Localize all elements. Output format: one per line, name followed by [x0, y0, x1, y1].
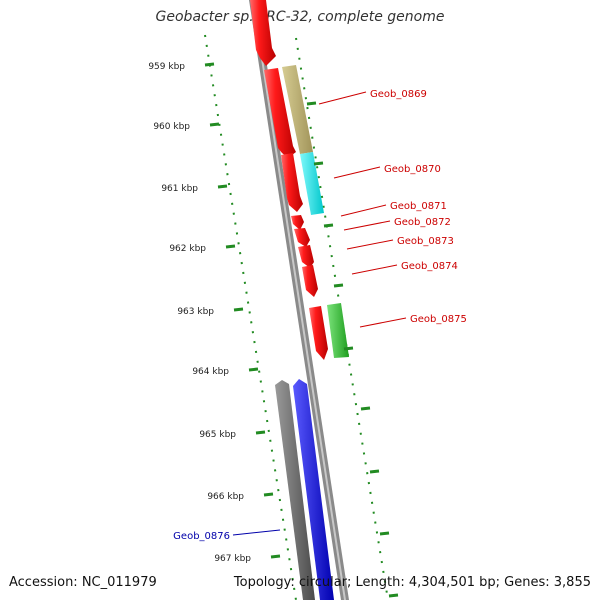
gene-label-geob-0876[interactable]: Geob_0876 — [173, 531, 230, 542]
gene-label-leader — [343, 220, 391, 231]
kbp-tick-mark-right — [313, 161, 324, 166]
kbp-tick-label: 964 kbp — [192, 367, 229, 377]
gene-labels: Geob_0869 Geob_0870 Geob_0871 Geob_0872 Geob… — [173, 89, 467, 542]
gene-label-leader — [318, 91, 367, 105]
gene-arrow-geob-0875[interactable] — [309, 306, 328, 360]
kbp-tick-mark — [217, 184, 228, 189]
gene-label-geob-0875[interactable]: Geob_0875 — [410, 314, 467, 325]
kbp-tick-label: 959 kbp — [148, 62, 185, 72]
gene-block-tan[interactable] — [282, 65, 313, 154]
kbp-tick-label: 963 kbp — [177, 307, 214, 317]
gene-label-leader — [333, 166, 381, 179]
gene-label-geob-0874[interactable]: Geob_0874 — [401, 261, 458, 272]
kbp-tick-label: 965 kbp — [199, 430, 236, 440]
kbp-tick-mark — [204, 62, 215, 67]
gene-arrow-top[interactable] — [250, 0, 276, 66]
kbp-tick-mark-right — [333, 283, 344, 288]
kbp-tick-mark — [248, 367, 259, 372]
kbp-tick-label: 962 kbp — [169, 244, 206, 254]
kbp-tick-mark-right — [323, 223, 334, 228]
gene-label-leader — [351, 264, 398, 275]
kbp-tick-mark-right — [388, 593, 399, 598]
gene-label-leader — [346, 239, 394, 250]
forward-strand-genes — [250, 0, 328, 360]
kbp-tick-mark — [263, 492, 274, 497]
kbp-tick-mark-right — [343, 346, 354, 351]
gene-block-gray[interactable] — [275, 380, 315, 600]
genome-title: Geobacter sp. FRC-32, complete genome — [155, 9, 445, 25]
gene-label-leader — [359, 317, 407, 328]
genome-stats-label: Topology: circular; Length: 4,304,501 bp… — [233, 575, 591, 590]
kbp-tick-label: 967 kbp — [214, 554, 251, 564]
gene-label-geob-0871[interactable]: Geob_0871 — [390, 201, 447, 212]
gene-arrow-geob-0874[interactable] — [302, 265, 318, 297]
kbp-tick-mark-right — [369, 469, 380, 474]
kbp-tick-label: 961 kbp — [161, 184, 198, 194]
kbp-tick-mark-right — [360, 406, 371, 411]
genome-backbone-highlight — [252, 0, 346, 600]
kbp-tick-mark — [225, 244, 236, 249]
gene-block-green[interactable] — [327, 303, 349, 358]
kbp-tick-mark — [270, 554, 281, 559]
kbp-tick-mark-right — [306, 101, 317, 106]
kbp-tick-label: 960 kbp — [153, 122, 190, 132]
kbp-tick-label: 966 kbp — [207, 492, 244, 502]
gene-label-leader — [232, 529, 281, 536]
gene-arrow-geob-0870[interactable] — [281, 153, 303, 212]
kbp-ticks: 959 kbp 960 kbp 961 kbp 962 kbp 963 kbp 964 k… — [148, 62, 399, 598]
gene-block-blue[interactable] — [293, 379, 334, 600]
kbp-tick-mark-right — [379, 531, 390, 536]
gene-arrow-geob-0869[interactable] — [264, 68, 296, 158]
gene-label-leader — [340, 204, 387, 217]
accession-label: Accession: NC_011979 — [9, 575, 157, 590]
kbp-tick-mark — [255, 430, 266, 435]
kbp-tick-mark — [233, 307, 244, 312]
gene-arrow-geob-0871[interactable] — [291, 215, 304, 230]
gene-arrow-geob-0873[interactable] — [298, 245, 314, 268]
gene-block-cyan[interactable] — [300, 152, 324, 215]
gene-label-geob-0873[interactable]: Geob_0873 — [397, 236, 454, 247]
gene-label-geob-0872[interactable]: Geob_0872 — [394, 217, 451, 228]
kbp-tick-mark — [209, 122, 220, 127]
gene-label-geob-0869[interactable]: Geob_0869 — [370, 89, 427, 100]
gene-label-geob-0870[interactable]: Geob_0870 — [384, 164, 441, 175]
gene-arrow-geob-0872[interactable] — [294, 228, 310, 247]
